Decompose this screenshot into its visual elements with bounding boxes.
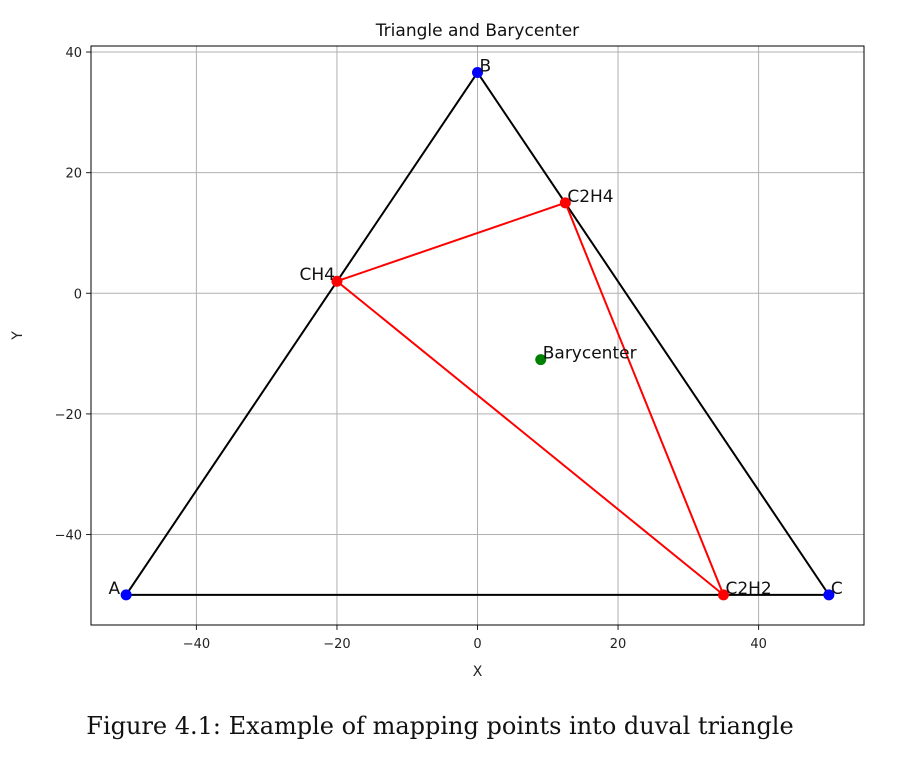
y-tick-label: 40 [65, 46, 82, 61]
chart-figure: Triangle and Barycenter −40 −20 0 20 40 −40−… [10, 21, 865, 680]
point-c-label: C [831, 579, 843, 599]
point-barycenter-label: Barycenter [543, 344, 637, 364]
chart-title: Triangle and Barycenter [375, 21, 579, 41]
y-tick-label: 0 [74, 287, 82, 302]
point-a-label: A [108, 579, 120, 599]
plot-frame [90, 45, 865, 626]
y-axis-label: Y [10, 331, 26, 341]
point-c2h4-marker [559, 197, 571, 209]
y-tick-label: 20 [65, 167, 82, 182]
point-c2h2-marker [717, 589, 729, 601]
figure-caption: Figure 4.1: Example of mapping points in… [86, 712, 794, 740]
x-tick-label: −20 [323, 637, 350, 652]
point-ch4-label: CH4 [299, 265, 334, 285]
point-c2h4-label: C2H4 [567, 187, 613, 207]
point-b-marker [472, 67, 483, 79]
point-a-marker [120, 589, 132, 601]
grid [91, 46, 864, 625]
x-tick-label: 40 [750, 637, 767, 652]
x-tick-label: 20 [610, 637, 627, 652]
x-tick-label: −40 [183, 637, 210, 652]
x-axis-label: X [473, 664, 483, 680]
point-b-label: B [480, 57, 492, 77]
point-c2h2-label: C2H2 [725, 579, 771, 599]
point-c-marker [823, 589, 835, 601]
y-axis-ticks: −40 −20 0 20 40 [55, 46, 91, 544]
data-points: A B C CH4 C2H4 C2H2 Barycenter [108, 57, 843, 601]
inner-triangle [334, 201, 726, 599]
point-barycenter-marker [535, 354, 547, 366]
x-axis-ticks: −40 −20 0 20 40 [183, 625, 767, 652]
y-tick-label: −20 [55, 408, 82, 423]
y-tick-label: −40 [55, 529, 82, 544]
x-tick-label: 0 [473, 637, 481, 652]
outer-triangle [124, 70, 831, 596]
point-ch4-marker [331, 275, 343, 287]
